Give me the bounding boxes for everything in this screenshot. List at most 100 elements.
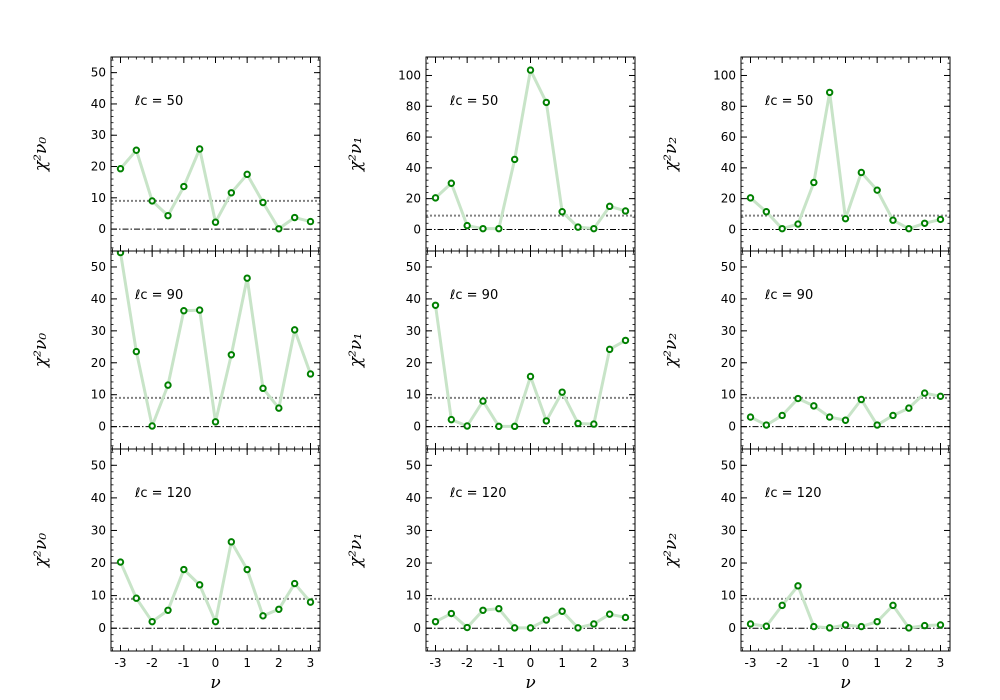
data-point — [180, 565, 188, 574]
data-point — [841, 621, 850, 629]
y-tick-label: 40 — [91, 491, 106, 505]
panel-annotation: ℓc = 120 — [134, 486, 192, 501]
data-point — [290, 326, 299, 334]
y-tick-label: 50 — [91, 260, 106, 274]
panel-r2-c1: 0 10 20 30 40 50 -3 -2 -1 0 1 2 3 ℓc = 120 χ²ν₁ ν — [346, 448, 636, 693]
y-tick-label: 10 — [406, 589, 421, 603]
data-point — [116, 251, 125, 257]
series-group — [431, 301, 630, 431]
series-line — [119, 252, 312, 428]
x-tick-label: 0 — [842, 656, 850, 670]
data-point — [148, 422, 156, 430]
data-point — [574, 624, 582, 632]
y-tick-label: 80 — [406, 99, 421, 113]
x-axis-label: ν — [525, 673, 535, 693]
y-tick-label: 100 — [713, 68, 736, 82]
x-tick-label: 1 — [558, 656, 566, 670]
data-point — [542, 98, 551, 107]
data-point — [227, 538, 236, 546]
y-tick-label: 50 — [406, 260, 421, 274]
y-tick-label: 30 — [721, 324, 736, 338]
y-tick-label: 0 — [413, 222, 421, 236]
panel-r1-c2: 0 10 20 30 40 50 ℓc = 90 χ²ν₂ — [661, 250, 951, 450]
data-point — [825, 413, 834, 421]
y-tick-label: 100 — [398, 68, 421, 82]
x-tick-label: -1 — [178, 656, 190, 670]
y-tick-label: 50 — [721, 458, 736, 472]
x-tick-label: 0 — [212, 656, 220, 670]
panel-frame — [425, 448, 636, 652]
x-tick-label: 1 — [873, 656, 881, 670]
data-point — [431, 194, 440, 202]
series-line — [749, 90, 941, 231]
panel-annotation: ℓc = 50 — [134, 94, 183, 109]
data-point — [889, 216, 897, 224]
data-point — [164, 606, 172, 614]
y-tick-label: 10 — [91, 589, 106, 603]
data-point — [810, 178, 818, 187]
data-point — [873, 421, 881, 429]
x-axis-label: ν — [210, 673, 220, 693]
panel-annotation: ℓc = 120 — [764, 486, 822, 501]
data-point — [605, 345, 614, 354]
y-axis-label: χ²ν₁ — [346, 137, 366, 172]
panel-frame — [110, 448, 321, 652]
y-tick-label: 20 — [406, 556, 421, 570]
data-point — [920, 389, 929, 397]
data-point — [275, 404, 283, 412]
data-point — [794, 394, 802, 403]
data-point — [495, 604, 503, 613]
x-tick-label: -2 — [461, 656, 473, 670]
data-point — [195, 581, 204, 589]
data-point — [431, 617, 440, 626]
y-axis-label: χ²ν₂ — [661, 333, 681, 368]
data-point — [148, 197, 156, 205]
data-point — [746, 413, 755, 421]
data-point — [211, 418, 220, 426]
y-tick-label: 40 — [91, 97, 106, 111]
data-point — [558, 607, 566, 615]
series-group — [431, 66, 630, 233]
data-point — [306, 598, 315, 606]
data-point — [621, 613, 630, 622]
data-point — [526, 624, 535, 632]
data-point — [180, 182, 188, 191]
y-tick-label: 20 — [91, 356, 106, 370]
data-point — [306, 370, 315, 378]
data-point — [778, 601, 786, 610]
data-point — [920, 219, 929, 227]
data-point — [510, 624, 519, 632]
y-tick-label: 60 — [406, 130, 421, 144]
data-point — [936, 215, 945, 224]
data-point — [920, 621, 929, 630]
y-tick-label: 20 — [721, 356, 736, 370]
panel-r2-c0: 0 10 20 30 40 50 -3 -2 -1 0 1 2 3 ℓc = 120 χ²ν₀ ν — [31, 448, 321, 693]
data-point — [841, 416, 850, 424]
x-tick-label: -3 — [115, 656, 127, 670]
data-point — [116, 558, 125, 566]
series-line — [434, 305, 627, 428]
data-point — [857, 168, 866, 177]
panel-frame — [740, 448, 951, 652]
x-tick-label: 3 — [622, 656, 630, 670]
data-point — [905, 224, 913, 233]
data-point — [148, 617, 156, 626]
data-point — [936, 392, 945, 401]
y-tick-label: 0 — [98, 420, 106, 434]
data-point — [621, 207, 630, 215]
data-point — [116, 165, 125, 173]
data-point — [211, 617, 220, 626]
x-tick-label: 2 — [905, 656, 913, 670]
data-point — [447, 609, 456, 618]
data-point — [275, 225, 283, 233]
data-point — [479, 606, 487, 614]
y-tick-label: 10 — [406, 388, 421, 402]
data-point — [211, 218, 220, 226]
data-point — [762, 421, 771, 429]
y-tick-label: 30 — [721, 523, 736, 537]
data-point — [227, 189, 236, 197]
x-tick-label: -2 — [146, 656, 158, 670]
y-tick-label: 30 — [91, 128, 106, 142]
y-tick-label: 40 — [721, 491, 736, 505]
